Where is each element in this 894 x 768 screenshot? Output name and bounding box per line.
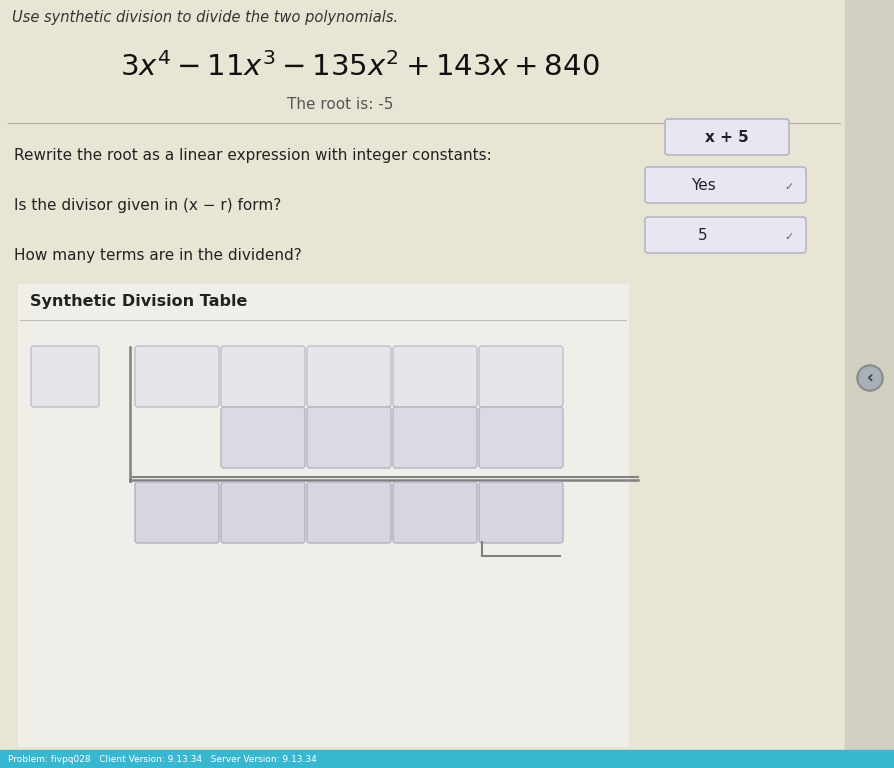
Text: Synthetic Division Table: Synthetic Division Table [30, 294, 247, 309]
Text: Yes: Yes [690, 177, 714, 193]
FancyBboxPatch shape [31, 346, 99, 407]
Text: Use synthetic division to divide the two polynomials.: Use synthetic division to divide the two… [12, 10, 398, 25]
Text: The root is: -5: The root is: -5 [286, 97, 392, 112]
FancyBboxPatch shape [221, 407, 305, 468]
Bar [0, 750, 894, 768]
Text: $3x^4-11x^3-135x^2+143x+840$: $3x^4-11x^3-135x^2+143x+840$ [120, 52, 599, 82]
FancyBboxPatch shape [478, 482, 562, 543]
FancyBboxPatch shape [392, 482, 477, 543]
Circle shape [856, 365, 882, 391]
Text: ✓: ✓ [783, 232, 793, 242]
Text: Rewrite the root as a linear expression with integer constants:: Rewrite the root as a linear expression … [14, 148, 491, 163]
FancyBboxPatch shape [478, 346, 562, 407]
Circle shape [858, 367, 880, 389]
FancyBboxPatch shape [645, 167, 805, 203]
FancyBboxPatch shape [221, 482, 305, 543]
Bar [18, 284, 628, 746]
Text: How many terms are in the dividend?: How many terms are in the dividend? [14, 248, 301, 263]
Text: ‹: ‹ [865, 369, 873, 387]
FancyBboxPatch shape [307, 482, 391, 543]
FancyBboxPatch shape [392, 346, 477, 407]
FancyBboxPatch shape [221, 346, 305, 407]
FancyBboxPatch shape [135, 346, 219, 407]
FancyBboxPatch shape [307, 346, 391, 407]
Text: 5: 5 [697, 227, 707, 243]
Text: ✓: ✓ [783, 182, 793, 192]
Text: x + 5: x + 5 [704, 130, 748, 144]
Text: Problem: fivpq028   Client Version: 9.13.34   Server Version: 9.13.34: Problem: fivpq028 Client Version: 9.13.3… [8, 754, 316, 763]
Bar [844, 0, 894, 750]
FancyBboxPatch shape [664, 119, 789, 155]
FancyBboxPatch shape [392, 407, 477, 468]
FancyBboxPatch shape [135, 482, 219, 543]
FancyBboxPatch shape [478, 407, 562, 468]
FancyBboxPatch shape [307, 407, 391, 468]
Text: Is the divisor given in (x − r) form?: Is the divisor given in (x − r) form? [14, 198, 281, 213]
FancyBboxPatch shape [645, 217, 805, 253]
